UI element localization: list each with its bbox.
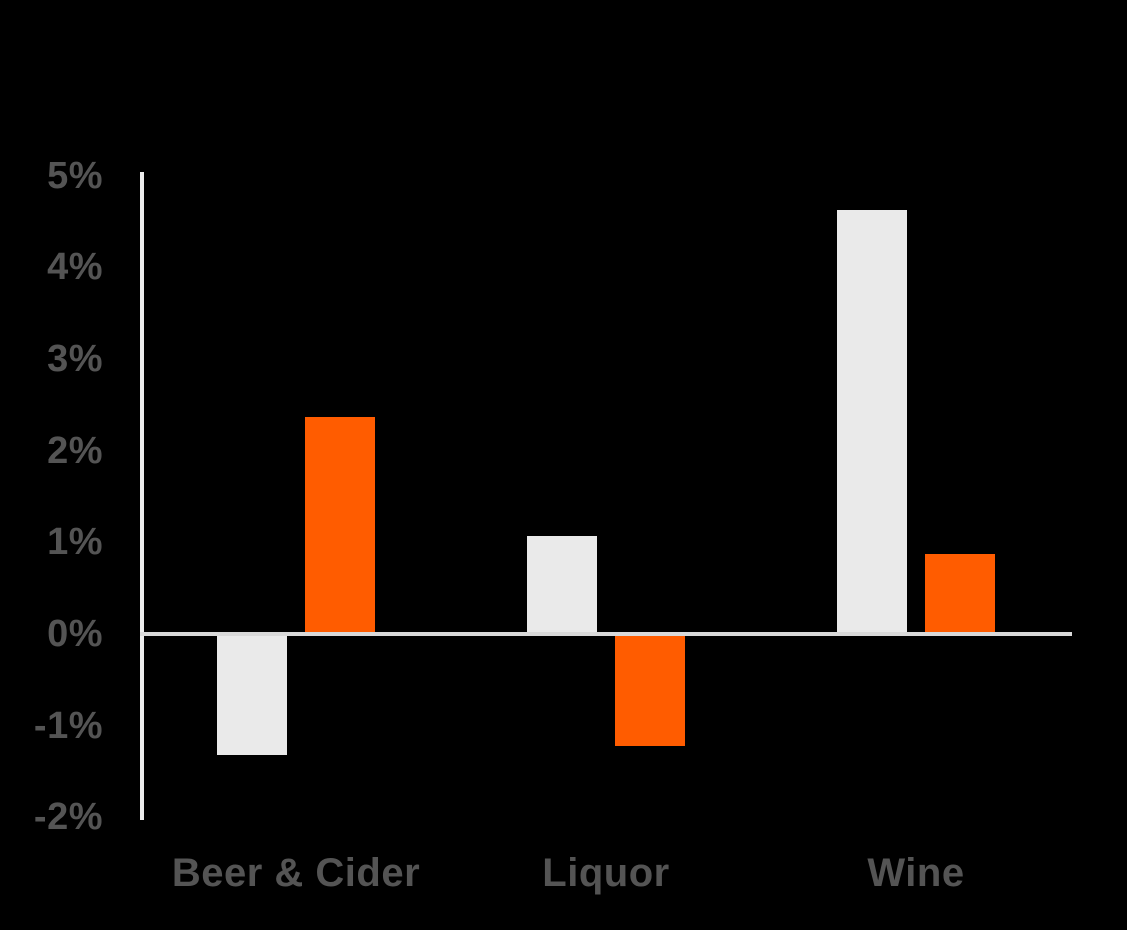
- y-tick-label: 4%: [47, 246, 103, 289]
- x-category-label-liquor: Liquor: [542, 851, 670, 895]
- y-tick-label: 3%: [47, 337, 103, 380]
- x-category-label-wine: Wine: [867, 851, 965, 895]
- bar-beer-cider-orange: [305, 416, 375, 632]
- y-tick-label: 0%: [47, 613, 103, 655]
- y-tick-label: 2%: [47, 429, 103, 472]
- zero-baseline: [140, 632, 1072, 636]
- y-tick-label: 5%: [47, 154, 103, 197]
- y-tick-label: -1%: [33, 704, 103, 747]
- bar-wine-orange: [925, 554, 995, 632]
- bar-liquor-orange: [615, 636, 685, 747]
- y-tick-label: 1%: [47, 521, 103, 564]
- y-tick-label: -2%: [33, 796, 103, 839]
- x-category-label-beer-cider: Beer & Cider: [171, 851, 421, 895]
- y-axis-line: [140, 172, 144, 820]
- bar-liquor-light-gray: [527, 535, 597, 632]
- bar-beer-cider-light-gray: [217, 636, 287, 756]
- bar-wine-light-gray: [837, 210, 907, 632]
